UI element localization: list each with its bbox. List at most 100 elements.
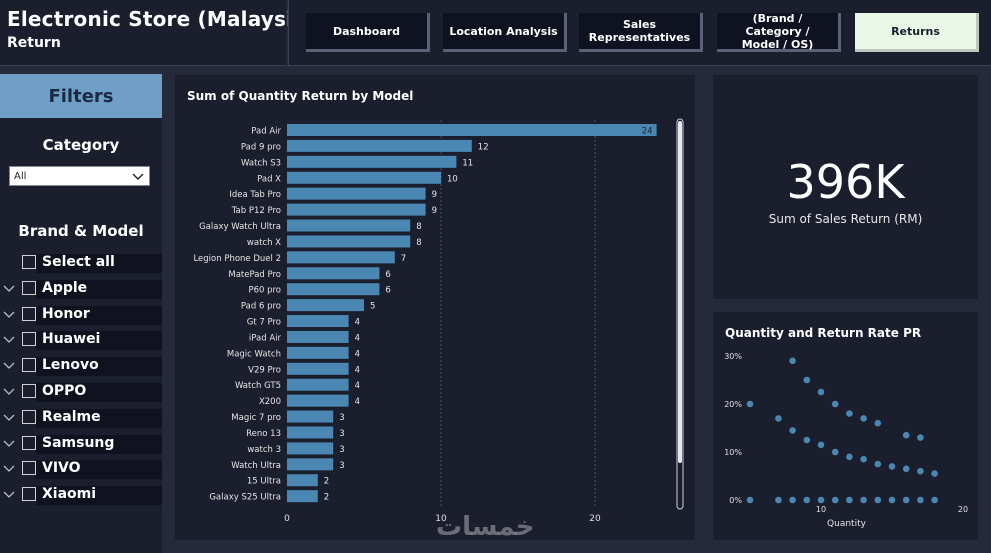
checkbox[interactable] [22,461,36,476]
bar[interactable] [287,251,395,264]
bar[interactable] [287,346,349,359]
scatter-point[interactable] [846,453,853,461]
scatter-point[interactable] [917,434,924,441]
scatter-point[interactable] [860,496,867,504]
brand-item-xiaomi[interactable]: Xiaomi [0,485,162,506]
scatter-point[interactable] [789,427,796,434]
data-label: 3 [339,429,344,439]
bar[interactable] [287,410,334,423]
scatter-point[interactable] [831,496,839,504]
tab-brand-category[interactable]: (Brand / Category / Model / OS) [717,12,841,52]
scatter-point[interactable] [803,496,811,504]
bar[interactable] [287,187,426,200]
watermark-logo: خمسات [436,512,535,542]
bar[interactable] [287,299,364,312]
scrollbar-track[interactable] [676,118,684,510]
brand-item-lenovo[interactable]: Lenovo [0,356,162,377]
chevron-down-icon[interactable] [3,488,15,500]
scatter-point[interactable] [817,496,825,504]
scatter-point[interactable] [746,400,754,408]
tab-sales-representatives[interactable]: Sales Representatives [579,13,703,52]
scatter-point[interactable] [931,496,938,504]
checkbox[interactable] [22,409,36,424]
scatter-point[interactable] [789,357,796,365]
scatter-point[interactable] [931,470,938,477]
checkbox[interactable] [22,306,36,321]
brand-item-huawei[interactable]: Huawei [0,330,162,351]
scatter-point[interactable] [817,388,825,396]
scatter-point[interactable] [803,436,811,444]
scatter-point[interactable] [846,410,853,417]
checkbox[interactable] [22,255,36,269]
bar[interactable] [287,315,349,328]
bar[interactable] [287,203,426,216]
scatter-point[interactable] [902,431,910,439]
bar-chart-panel: Sum of Quantity Return by Model 0 10 20 Pad… [175,75,695,540]
bar[interactable] [287,139,472,152]
scatter-point[interactable] [860,415,867,422]
chevron-down-icon[interactable] [3,462,15,474]
checkbox[interactable] [22,332,36,347]
tab-location-analysis[interactable]: Location Analysis [443,13,567,52]
bar[interactable] [287,283,380,296]
checkbox[interactable] [22,487,36,502]
bar[interactable] [287,490,318,503]
chevron-down-icon[interactable] [3,359,15,371]
scatter-point[interactable] [902,496,910,504]
brand-item-oppo[interactable]: OPPO [0,382,162,402]
scatter-point[interactable] [775,415,782,422]
checkbox[interactable] [22,280,36,295]
scatter-point[interactable] [817,441,825,449]
tab-returns[interactable]: Returns [855,13,979,52]
bar[interactable] [287,235,411,248]
scatter-point[interactable] [888,463,896,470]
scatter-point[interactable] [874,419,882,427]
brand-item-apple[interactable]: Apple [0,279,162,299]
bar[interactable] [287,442,334,455]
chevron-down-icon[interactable] [3,333,15,345]
bar[interactable] [287,330,349,343]
scrollbar-thumb[interactable] [678,121,682,463]
chevron-down-icon[interactable] [3,437,15,449]
scatter-point[interactable] [775,496,782,504]
scatter-point[interactable] [874,496,882,504]
scatter-point[interactable] [831,448,839,456]
tab-dashboard[interactable]: Dashboard [306,13,430,52]
brand-item-samsung[interactable]: Samsung [0,434,162,454]
chevron-down-icon[interactable] [3,385,15,397]
brand-item-honor[interactable]: Honor [0,305,162,325]
scatter-point[interactable] [860,455,867,463]
chevron-down-icon[interactable] [3,308,15,320]
brand-item-select-all[interactable]: Select all [0,253,162,273]
bar[interactable] [287,155,457,168]
scatter-point[interactable] [902,465,910,473]
bar[interactable] [287,458,334,471]
brand-item-realme[interactable]: Realme [0,408,162,428]
bar[interactable] [287,394,349,407]
scatter-point[interactable] [789,496,796,504]
bar[interactable] [287,474,318,487]
bar[interactable] [287,362,349,375]
chevron-down-icon[interactable] [3,282,15,294]
bar[interactable] [287,171,441,184]
scatter-point[interactable] [888,496,896,504]
category-dropdown[interactable]: All [9,166,150,186]
scatter-point[interactable] [803,376,811,384]
checkbox[interactable] [22,384,36,398]
bar[interactable] [287,426,334,439]
checkbox[interactable] [22,435,36,450]
category-label: watch X [247,238,281,248]
scatter-point[interactable] [846,496,853,504]
bar[interactable] [287,124,657,136]
bar[interactable] [287,219,411,232]
scatter-point[interactable] [831,400,839,408]
bar[interactable] [287,378,349,391]
checkbox[interactable] [22,358,36,373]
brand-item-vivo[interactable]: VIVO [0,459,162,480]
scatter-point[interactable] [874,460,882,468]
bar[interactable] [287,267,380,280]
scatter-point[interactable] [917,467,924,475]
scatter-point[interactable] [746,496,754,504]
chevron-down-icon[interactable] [3,411,15,423]
scatter-point[interactable] [917,496,924,504]
